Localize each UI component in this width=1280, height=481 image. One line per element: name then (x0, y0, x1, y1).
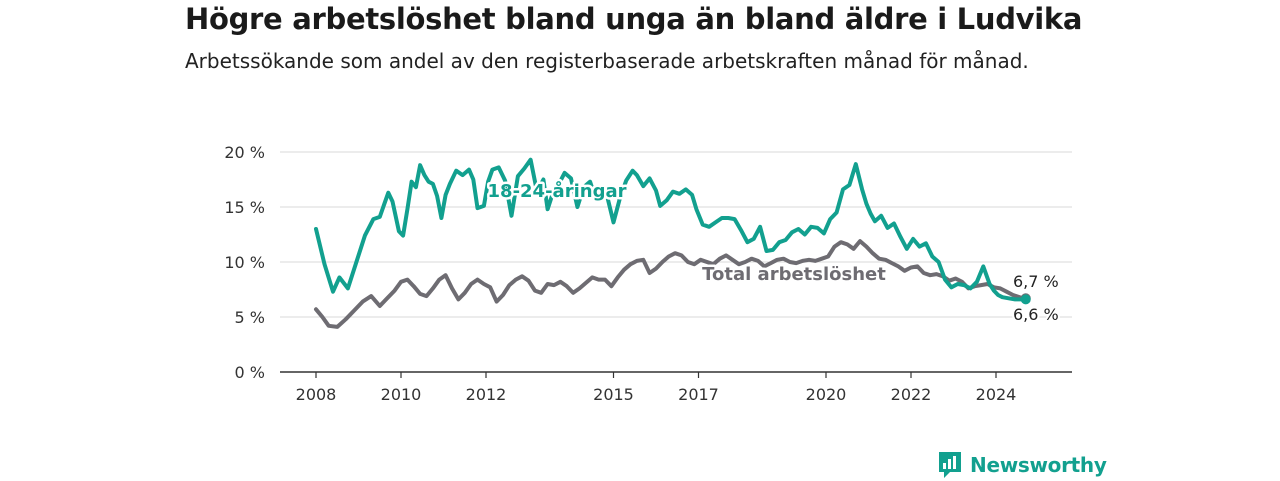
brand-name: Newsworthy (970, 453, 1107, 477)
x-tick-label: 2008 (296, 385, 337, 404)
x-tick-label: 2024 (976, 385, 1017, 404)
x-tick-label: 2020 (806, 385, 847, 404)
newsworthy-logo-icon (939, 452, 961, 478)
series-label-youth: 18-24-åringar (488, 180, 627, 202)
x-tick-label: 2015 (593, 385, 634, 404)
chart-subtitle: Arbetssökande som andel av den registerb… (185, 49, 1029, 73)
x-tick-label: 2010 (381, 385, 422, 404)
end-label-youth: 6,6 % (1013, 305, 1059, 324)
chart-title: Högre arbetslöshet bland unga än bland ä… (185, 2, 1083, 36)
x-tick-label: 2012 (466, 385, 507, 404)
y-tick-label: 15 % (224, 198, 265, 217)
series-line-youth (314, 157, 1028, 302)
y-tick-label: 5 % (235, 308, 265, 327)
y-tick-label: 10 % (224, 253, 265, 272)
x-tick-label: 2017 (678, 385, 719, 404)
brand-logo[interactable]: Newsworthy (937, 449, 1107, 481)
y-tick-label: 0 % (235, 363, 265, 382)
series-line-total (314, 239, 1028, 329)
end-label-total: 6,7 % (1013, 272, 1059, 291)
series-label-total: Total arbetslöshet (702, 264, 886, 285)
end-point-youth (1020, 294, 1031, 305)
y-tick-label: 20 % (224, 143, 265, 162)
x-tick-label: 2022 (891, 385, 932, 404)
